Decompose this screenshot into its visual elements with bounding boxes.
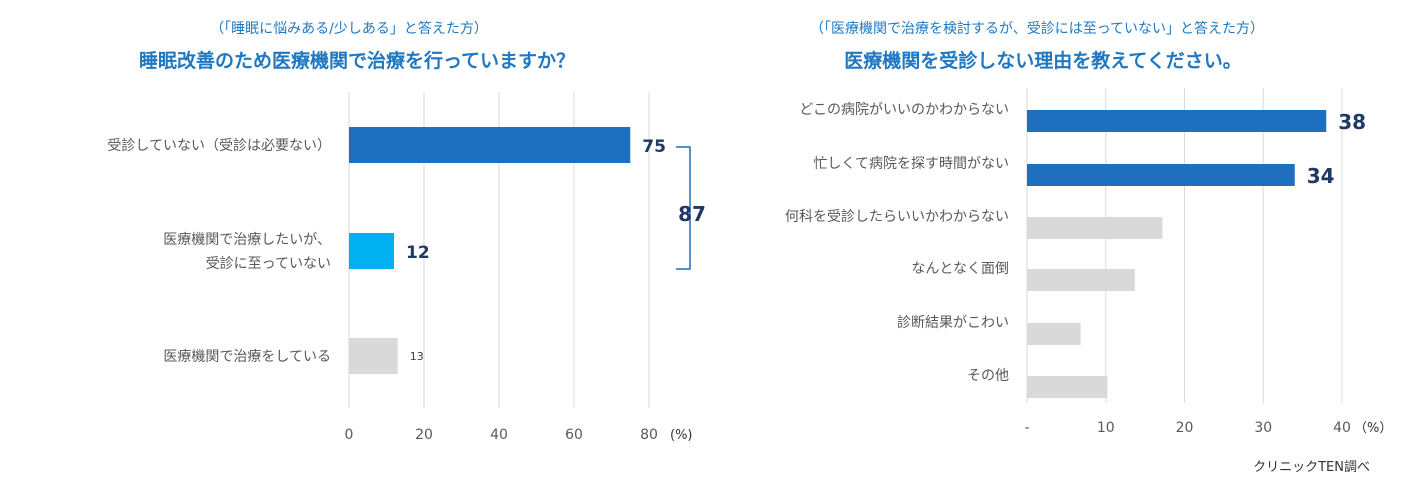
bar xyxy=(349,233,394,269)
left-bar-chart: 0 20 40 60 80 (%) 受診していない（受診は必要ない） 75 医療機関で治療したい… xyxy=(107,92,706,443)
data-label: 75 xyxy=(642,137,666,157)
category-label: 何科を受診したらいいかわからない xyxy=(785,209,1009,225)
bar xyxy=(1027,217,1163,239)
right-bar-chart: - 10 20 30 40 （%） どこの病院がいいのかわからない 38 忙しくて病院を探す時間… xyxy=(785,88,1392,436)
bar xyxy=(349,127,631,163)
category-label: なんとなく面倒 xyxy=(911,261,1009,277)
right-chart-panel: （「医療機関で治療を検討するが、受診には至っていない」と答えた方） 医療機関を受… xyxy=(703,0,1406,487)
x-tick-label: 30 xyxy=(1254,420,1272,436)
data-label: 38 xyxy=(1338,110,1366,134)
bar xyxy=(1027,323,1081,345)
x-tick-label: 40 xyxy=(1333,420,1351,436)
category-label: 受診していない（受診は必要ない） xyxy=(107,138,331,154)
bar xyxy=(1027,110,1327,132)
x-tick-label: 20 xyxy=(1176,420,1194,436)
unit-label: (%) xyxy=(670,428,693,443)
left-chart-title: 睡眠改善のため医療機関で治療を行っていますか？ xyxy=(138,50,576,72)
x-tick-label: 60 xyxy=(565,427,583,443)
data-label: 34 xyxy=(1307,164,1335,188)
source-credit: クリニックTEN調べ xyxy=(1253,460,1370,475)
unit-label: （%） xyxy=(1354,421,1392,436)
right-chart-subtitle: （「医療機関で治療を検討するが、受診には至っていない」と答えた方） xyxy=(809,21,1265,37)
x-tick-label: - xyxy=(1024,420,1029,436)
left-chart-panel: （「睡眠に悩みある/少しある」と答えた方） 睡眠改善のため医療機関で治療を行って… xyxy=(107,21,706,443)
data-label: 13 xyxy=(410,350,424,363)
category-label: どこの病院がいいのかわからない xyxy=(799,102,1009,118)
category-label: 診断結果がこわい xyxy=(897,315,1009,331)
left-chart-subtitle: （「睡眠に悩みある/少しある」と答えた方） xyxy=(210,21,488,37)
category-label: 医療機関で治療をしている xyxy=(163,348,331,365)
x-tick-label: 0 xyxy=(345,427,354,443)
bar xyxy=(1027,164,1295,186)
x-tick-label: 80 xyxy=(640,427,658,443)
x-tick-label: 10 xyxy=(1097,420,1115,436)
bar xyxy=(349,338,398,374)
bracket-total-label: 87 xyxy=(678,202,706,226)
x-tick-label: 20 xyxy=(415,427,433,443)
category-label: 受診に至っていない xyxy=(206,256,331,272)
category-label: 忙しくて病院を探す時間がない xyxy=(813,156,1009,172)
data-label: 12 xyxy=(406,243,430,263)
bar xyxy=(1027,376,1108,398)
bar xyxy=(1027,269,1135,291)
right-chart-title: 医療機関を受診しない理由を教えてください。 xyxy=(844,50,1242,72)
bracket xyxy=(676,146,691,270)
x-tick-label: 40 xyxy=(490,427,508,443)
category-label: 医療機関で治療したいが、 xyxy=(163,231,331,248)
category-label: その他 xyxy=(967,368,1009,384)
